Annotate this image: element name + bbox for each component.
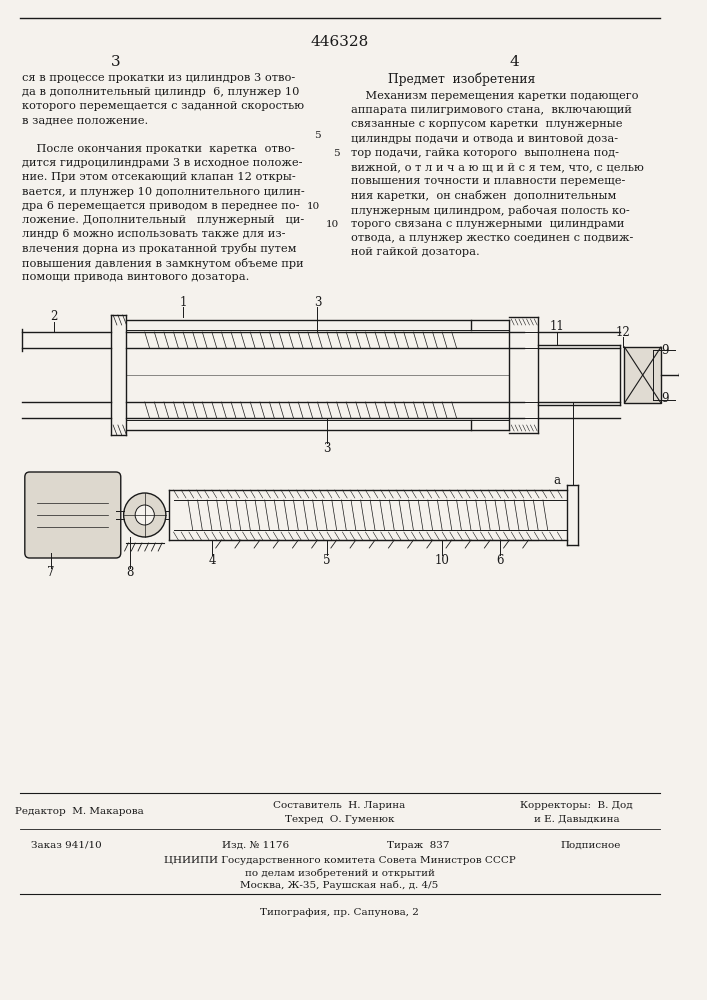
Text: 446328: 446328	[310, 35, 368, 49]
Text: 6: 6	[496, 554, 503, 566]
Text: 11: 11	[550, 320, 565, 334]
Text: торого связана с плунжерными  цилиндрами: торого связана с плунжерными цилиндрами	[351, 219, 624, 229]
Circle shape	[135, 505, 154, 525]
Text: ЦНИИПИ Государственного комитета Совета Министров СССР: ЦНИИПИ Государственного комитета Совета …	[163, 856, 515, 865]
FancyBboxPatch shape	[624, 347, 661, 403]
Text: Типография, пр. Сапунова, 2: Типография, пр. Сапунова, 2	[260, 908, 419, 917]
Text: Заказ 941/10: Заказ 941/10	[30, 841, 101, 850]
Text: 9: 9	[661, 391, 668, 404]
Text: дится гидроцилиндрами 3 в исходное положе-: дится гидроцилиндрами 3 в исходное полож…	[22, 158, 303, 168]
Text: аппарата пилигримового стана,  включающий: аппарата пилигримового стана, включающий	[351, 105, 632, 115]
Text: 4: 4	[208, 554, 216, 566]
Text: ния каретки,  он снабжен  дополнительным: ния каретки, он снабжен дополнительным	[351, 190, 617, 201]
Text: 5: 5	[323, 554, 331, 566]
Text: 5: 5	[314, 131, 320, 140]
Text: 3: 3	[323, 442, 331, 454]
Text: ложение. Дополнительный   плунжерный   ци-: ложение. Дополнительный плунжерный ци-	[22, 215, 304, 225]
Text: влечения дорна из прокатанной трубы путем: влечения дорна из прокатанной трубы путе…	[22, 243, 296, 254]
Circle shape	[679, 370, 689, 380]
Text: Механизм перемещения каретки подающего: Механизм перемещения каретки подающего	[351, 91, 638, 101]
Text: 7: 7	[47, 566, 54, 580]
Text: Тираж  837: Тираж 837	[387, 841, 450, 850]
Text: 8: 8	[127, 566, 134, 580]
Text: 2: 2	[50, 310, 57, 324]
Circle shape	[124, 493, 166, 537]
Text: 10: 10	[435, 554, 450, 566]
Text: 5: 5	[333, 149, 339, 158]
Text: 10: 10	[307, 202, 320, 211]
Text: и Е. Давыдкина: и Е. Давыдкина	[534, 815, 619, 824]
Text: плунжерным цилиндром, рабочая полость ко-: плунжерным цилиндром, рабочая полость ко…	[351, 205, 630, 216]
Text: в заднее положение.: в заднее положение.	[22, 116, 148, 126]
Text: Корректоры:  В. Дод: Корректоры: В. Дод	[520, 801, 633, 810]
Text: 10: 10	[326, 220, 339, 229]
Text: ной гайкой дозатора.: ной гайкой дозатора.	[351, 247, 480, 257]
FancyBboxPatch shape	[25, 472, 121, 558]
Text: вается, и плунжер 10 дополнительного цилин-: вается, и плунжер 10 дополнительного цил…	[22, 187, 305, 197]
Text: да в дополнительный цилиндр  6, плунжер 10: да в дополнительный цилиндр 6, плунжер 1…	[22, 87, 299, 97]
Text: 12: 12	[615, 326, 630, 338]
Text: После окончания прокатки  каретка  отво-: После окончания прокатки каретка отво-	[22, 144, 295, 154]
Text: вижной, о т л и ч а ю щ и й с я тем, что, с целью: вижной, о т л и ч а ю щ и й с я тем, что…	[351, 162, 644, 172]
Text: связанные с корпусом каретки  плунжерные: связанные с корпусом каретки плунжерные	[351, 119, 623, 129]
Text: по делам изобретений и открытий: по делам изобретений и открытий	[245, 869, 435, 879]
Text: Редактор  М. Макарова: Редактор М. Макарова	[15, 807, 144, 816]
Text: помощи привода винтового дозатора.: помощи привода винтового дозатора.	[22, 272, 250, 282]
Text: цилиндры подачи и отвода и винтовой доза-: цилиндры подачи и отвода и винтовой доза…	[351, 134, 618, 144]
Text: 3: 3	[314, 296, 321, 308]
Text: повышения точности и плавности перемеще-: повышения точности и плавности перемеще-	[351, 176, 626, 186]
Text: ние. При этом отсекающий клапан 12 откры-: ние. При этом отсекающий клапан 12 откры…	[22, 172, 296, 182]
Text: Подписное: Подписное	[561, 841, 621, 850]
Text: дра 6 перемещается приводом в переднее по-: дра 6 перемещается приводом в переднее п…	[22, 201, 300, 211]
Text: ся в процессе прокатки из цилиндров 3 отво-: ся в процессе прокатки из цилиндров 3 от…	[22, 73, 296, 83]
Text: Составитель  Н. Ларина: Составитель Н. Ларина	[274, 801, 406, 810]
Text: a: a	[554, 474, 561, 487]
Text: 1: 1	[180, 296, 187, 308]
Text: 3: 3	[111, 55, 121, 69]
Text: отвода, а плунжер жестко соединен с подвиж-: отвода, а плунжер жестко соединен с подв…	[351, 233, 633, 243]
Text: 4: 4	[509, 55, 519, 69]
Text: тор подачи, гайка которого  выполнена под-: тор подачи, гайка которого выполнена под…	[351, 148, 619, 158]
Text: 9: 9	[661, 344, 668, 357]
Text: Предмет  изобретения: Предмет изобретения	[387, 73, 535, 87]
Text: повышения давления в замкнутом объеме при: повышения давления в замкнутом объеме пр…	[22, 258, 303, 269]
Text: Москва, Ж-35, Раушская наб., д. 4/5: Москва, Ж-35, Раушская наб., д. 4/5	[240, 881, 438, 890]
Text: которого перемещается с заданной скоростью: которого перемещается с заданной скорост…	[22, 101, 304, 111]
Text: Изд. № 1176: Изд. № 1176	[221, 841, 288, 850]
Text: линдр 6 можно использовать также для из-: линдр 6 можно использовать также для из-	[22, 229, 286, 239]
Text: Техред  О. Гуменюк: Техред О. Гуменюк	[285, 815, 395, 824]
